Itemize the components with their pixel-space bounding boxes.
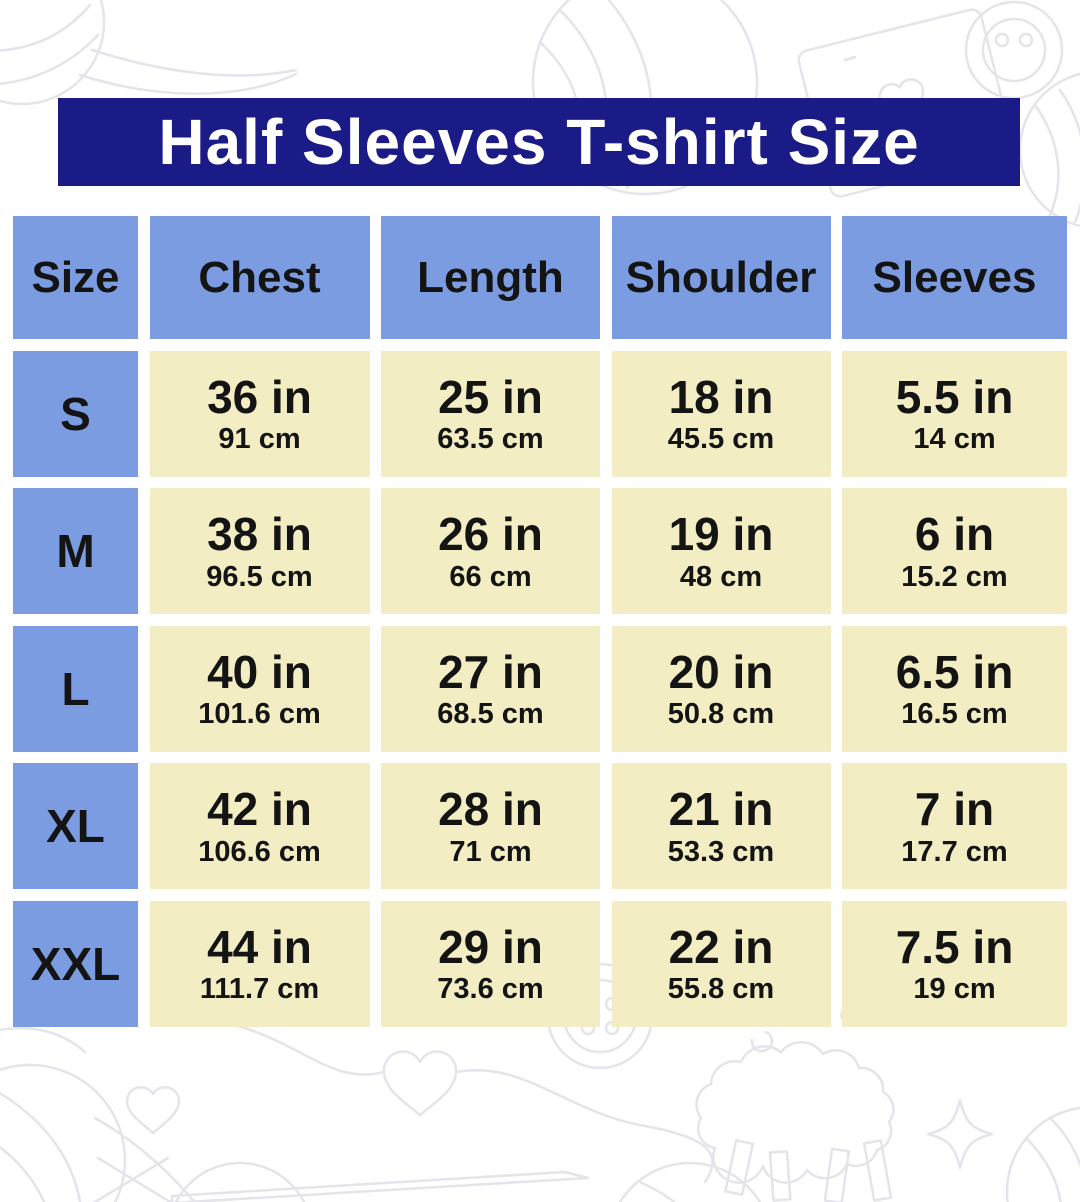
value-inches: 7.5 in: [895, 920, 1014, 973]
cell-xl-chest: 42 in 106.6 cm: [149, 763, 370, 889]
cell-s-shoulder: 18 in 45.5 cm: [611, 350, 831, 477]
value-inches: 7 in: [914, 783, 995, 835]
value-cm: 71 cm: [449, 835, 532, 868]
value-cm: 63.5 cm: [437, 423, 544, 456]
value-inches: 19 in: [668, 508, 774, 560]
value-cm: 53.3 cm: [667, 835, 775, 868]
column-header-sleeves: Sleeves: [842, 216, 1067, 339]
cell-l-length: 27 in 68.5 cm: [381, 625, 600, 752]
row-label-m: M: [13, 488, 138, 614]
value-cm: 96.5 cm: [206, 560, 313, 593]
value-inches: 29 in: [438, 920, 543, 973]
title-banner: Half Sleeves T-shirt Size: [58, 98, 1020, 186]
page-title: Half Sleeves T-shirt Size: [158, 106, 920, 178]
column-header-shoulder: Shoulder: [611, 216, 831, 339]
cell-s-length: 25 in 63.5 cm: [381, 350, 600, 477]
cell-m-length: 26 in 66 cm: [381, 488, 600, 614]
value-cm: 19 cm: [913, 973, 996, 1006]
value-cm: 111.7 cm: [199, 973, 320, 1006]
value-inches: 21 in: [668, 783, 774, 835]
cell-m-shoulder: 19 in 48 cm: [611, 488, 831, 614]
heart-icon: [125, 1085, 181, 1135]
value-inches: 6.5 in: [895, 645, 1014, 698]
value-inches: 26 in: [438, 508, 543, 560]
value-cm: 66 cm: [449, 560, 532, 593]
value-inches: 40 in: [207, 645, 312, 698]
row-label-xxl: XXL: [13, 900, 138, 1027]
column-header-chest: Chest: [149, 216, 370, 339]
yarn-ball-icon: [1005, 1106, 1080, 1202]
value-inches: 28 in: [438, 783, 543, 835]
value-cm: 55.8 cm: [667, 973, 775, 1006]
value-cm: 50.8 cm: [667, 698, 775, 731]
sparkle-icon: [926, 1098, 994, 1170]
size-table: Size Chest Length Shoulder Sleeves S 36 …: [13, 216, 1068, 1027]
cell-xxl-length: 29 in 73.6 cm: [381, 900, 600, 1027]
cell-xxl-shoulder: 22 in 55.8 cm: [611, 900, 831, 1027]
value-cm: 91 cm: [218, 423, 301, 456]
value-inches: 22 in: [668, 920, 774, 973]
cell-xxl-chest: 44 in 111.7 cm: [149, 900, 370, 1027]
value-cm: 48 cm: [679, 560, 763, 593]
cell-xxl-sleeves: 7.5 in 19 cm: [842, 900, 1067, 1027]
column-header-size: Size: [13, 216, 138, 339]
value-cm: 73.6 cm: [437, 973, 544, 1006]
yarn-ball-icon: [0, 1063, 197, 1202]
row-label-xl: XL: [13, 763, 138, 889]
yarn-ball-icon: [0, 0, 298, 106]
value-inches: 25 in: [438, 370, 543, 423]
value-inches: 44 in: [207, 920, 312, 973]
button-icon: [964, 0, 1064, 100]
column-header-length: Length: [381, 216, 600, 339]
value-inches: 20 in: [668, 645, 774, 698]
yarn-thread-icon: [0, 1023, 714, 1184]
value-cm: 15.2 cm: [901, 560, 1008, 593]
value-inches: 18 in: [668, 370, 774, 423]
value-inches: 6 in: [914, 508, 995, 560]
cell-l-shoulder: 20 in 50.8 cm: [611, 625, 831, 752]
cell-xl-length: 28 in 71 cm: [381, 763, 600, 889]
value-cm: 45.5 cm: [667, 423, 775, 456]
value-inches: 36 in: [207, 370, 312, 423]
value-cm: 106.6 cm: [198, 835, 321, 868]
cell-s-chest: 36 in 91 cm: [149, 350, 370, 477]
value-cm: 14 cm: [913, 423, 996, 456]
cell-l-chest: 40 in 101.6 cm: [149, 625, 370, 752]
value-inches: 38 in: [207, 508, 312, 560]
row-label-s: S: [13, 350, 138, 477]
cell-xl-shoulder: 21 in 53.3 cm: [611, 763, 831, 889]
cell-m-chest: 38 in 96.5 cm: [149, 488, 370, 614]
value-cm: 16.5 cm: [901, 698, 1008, 731]
value-cm: 68.5 cm: [437, 698, 544, 731]
cell-s-sleeves: 5.5 in 14 cm: [842, 350, 1067, 477]
knitting-needle-icon: [92, 1156, 590, 1202]
cell-xl-sleeves: 7 in 17.7 cm: [842, 763, 1067, 889]
value-inches: 27 in: [438, 645, 543, 698]
value-cm: 17.7 cm: [901, 835, 1008, 868]
value-inches: 42 in: [207, 783, 312, 835]
row-label-l: L: [13, 625, 138, 752]
cell-m-sleeves: 6 in 15.2 cm: [842, 488, 1067, 614]
value-inches: 5.5 in: [895, 370, 1014, 423]
cell-l-sleeves: 6.5 in 16.5 cm: [842, 625, 1067, 752]
yarn-ball-icon: [174, 1161, 762, 1202]
value-cm: 101.6 cm: [198, 698, 321, 731]
